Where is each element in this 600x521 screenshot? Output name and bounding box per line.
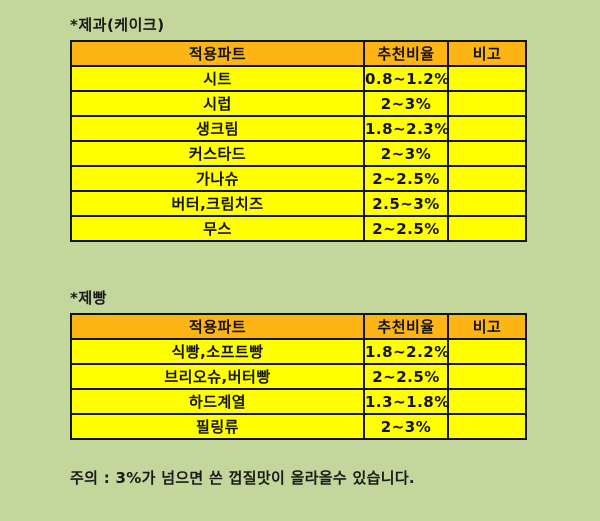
table-row: 가나슈 2~2.5% [70, 165, 527, 192]
note-cell [447, 413, 527, 440]
note-cell [447, 165, 527, 192]
ratio-cell: 1.8~2.2% [363, 338, 449, 365]
ratio-cell: 2~2.5% [363, 363, 449, 390]
cake-header-note: 비고 [447, 40, 527, 67]
table-row: 생크림 1.8~2.3% [70, 115, 527, 142]
note-cell [447, 90, 527, 117]
part-cell: 시트 [70, 65, 365, 92]
cake-section: *제과(케이크) 적용파트 추천비율 비고 시트 0.8~1.2% 시 [70, 16, 600, 242]
ratio-cell: 2.5~3% [363, 190, 449, 217]
part-cell: 커스타드 [70, 140, 365, 167]
ratio-cell: 2~3% [363, 413, 449, 440]
cake-header-ratio: 추천비율 [363, 40, 449, 67]
bread-section: *제빵 적용파트 추천비율 비고 식빵,소프트빵 1.8~2.2% 브 [70, 289, 600, 440]
bread-header-row: 적용파트 추천비율 비고 [70, 313, 527, 340]
part-cell: 브리오슈,버터빵 [70, 363, 365, 390]
table-row: 버터,크림치즈 2.5~3% [70, 190, 527, 217]
note-cell [447, 215, 527, 242]
cake-header-row: 적용파트 추천비율 비고 [70, 40, 527, 67]
bread-header-part: 적용파트 [70, 313, 365, 340]
table-row: 시럽 2~3% [70, 90, 527, 117]
part-cell: 생크림 [70, 115, 365, 142]
bread-header-note: 비고 [447, 313, 527, 340]
table-row: 식빵,소프트빵 1.8~2.2% [70, 338, 527, 365]
ratio-cell: 1.8~2.3% [363, 115, 449, 142]
bread-table: 적용파트 추천비율 비고 식빵,소프트빵 1.8~2.2% 브리오슈,버터빵 2… [70, 313, 527, 440]
bread-section-title: *제빵 [70, 289, 107, 307]
note-cell [447, 65, 527, 92]
part-cell: 시럽 [70, 90, 365, 117]
ratio-cell: 0.8~1.2% [363, 65, 449, 92]
table-row: 커스타드 2~3% [70, 140, 527, 167]
ratio-cell: 1.3~1.8% [363, 388, 449, 415]
table-row: 브리오슈,버터빵 2~2.5% [70, 363, 527, 390]
note-cell [447, 190, 527, 217]
cake-table: 적용파트 추천비율 비고 시트 0.8~1.2% 시럽 2~3% 생크림 [70, 40, 527, 242]
part-cell: 하드계열 [70, 388, 365, 415]
table-row: 하드계열 1.3~1.8% [70, 388, 527, 415]
bread-header-ratio: 추천비율 [363, 313, 449, 340]
cake-section-title: *제과(케이크) [70, 16, 165, 34]
ratio-cell: 2~3% [363, 140, 449, 167]
part-cell: 버터,크림치즈 [70, 190, 365, 217]
table-row: 필링류 2~3% [70, 413, 527, 440]
cake-header-part: 적용파트 [70, 40, 365, 67]
part-cell: 식빵,소프트빵 [70, 338, 365, 365]
part-cell: 가나슈 [70, 165, 365, 192]
ratio-cell: 2~2.5% [363, 165, 449, 192]
part-cell: 무스 [70, 215, 365, 242]
table-row: 무스 2~2.5% [70, 215, 527, 242]
note-cell [447, 388, 527, 415]
part-cell: 필링류 [70, 413, 365, 440]
ratio-cell: 2~2.5% [363, 215, 449, 242]
caution-note: 주의 : 3%가 넘으면 쓴 껍질맛이 올라올수 있습니다. [70, 469, 415, 487]
note-cell [447, 115, 527, 142]
note-cell [447, 140, 527, 167]
note-cell [447, 338, 527, 365]
table-row: 시트 0.8~1.2% [70, 65, 527, 92]
ratio-cell: 2~3% [363, 90, 449, 117]
note-cell [447, 363, 527, 390]
